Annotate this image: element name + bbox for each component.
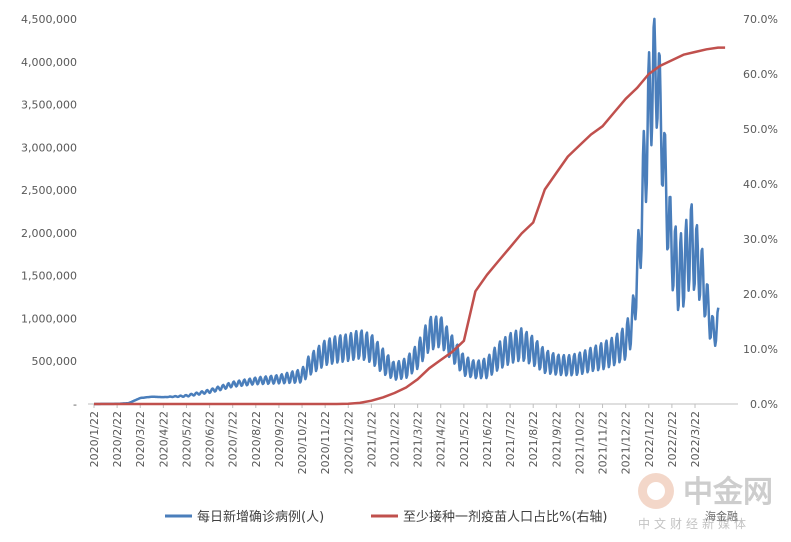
y-right-tick-label: 40.0%: [743, 178, 778, 191]
watermark-title: 中金网: [683, 475, 773, 510]
y-right-tick-label: 70.0%: [743, 13, 778, 26]
legend-label-cases: 每日新增确诊病例(人): [197, 509, 324, 525]
watermark-overlay: 海金融: [705, 509, 738, 523]
x-tick-label: 2020/10/22: [296, 411, 309, 474]
y-right-tick-label: 0.0%: [750, 398, 778, 411]
y-left-tick-label: 2,500,000: [21, 184, 77, 197]
watermark-subtitle: 中文财经新媒体: [638, 516, 750, 531]
y-left-tick-label: 2,000,000: [21, 227, 77, 240]
x-tick-label: 2021/1/22: [365, 411, 378, 467]
y-left-tick-label: 1,500,000: [21, 270, 77, 283]
x-tick-label: 2021/9/22: [550, 411, 563, 467]
x-tick-label: 2021/11/22: [597, 411, 610, 474]
y-left-tick-label: 3,000,000: [21, 141, 77, 154]
x-tick-label: 2021/3/22: [412, 411, 425, 467]
x-tick-label: 2021/4/22: [435, 411, 448, 467]
x-tick-label: 2021/8/22: [527, 411, 540, 467]
series-line-cases: [93, 17, 720, 406]
y-right-tick-label: 60.0%: [743, 68, 778, 81]
series-line-vaccination: [94, 46, 726, 406]
x-tick-label: 2020/12/22: [342, 411, 355, 474]
y-right-tick-label: 20.0%: [743, 288, 778, 301]
axes: - 500,000 1,000,000 1,500,000 2,000,000 2,500…: [21, 13, 778, 474]
x-tick-label: 2021/7/22: [504, 411, 517, 467]
x-tick-label: 2020/9/22: [273, 411, 286, 467]
y-left-tick-label: 1,000,000: [21, 312, 77, 325]
x-tick-label: 2021/6/22: [481, 411, 494, 467]
legend: 每日新增确诊病例(人) 至少接种一剂疫苗人口占比%(右轴): [165, 509, 608, 525]
x-tick-label: 2020/8/22: [250, 411, 263, 467]
x-tick-label: 2020/2/22: [111, 411, 124, 467]
x-tick-label: 2021/2/22: [389, 411, 402, 467]
y-right-tick-label: 50.0%: [743, 123, 778, 136]
y-right-tick-label: 10.0%: [743, 343, 778, 356]
x-tick-label: 2021/12/22: [620, 411, 633, 474]
watermark: 中金网 中文财经新媒体 海金融: [638, 473, 773, 531]
y-left-tick-label: 4,500,000: [21, 13, 77, 26]
series-layer: [93, 17, 726, 406]
x-tick-label: 2022/1/22: [643, 411, 656, 467]
x-tick-label: 2020/11/22: [319, 411, 332, 474]
x-tick-label: 2022/2/22: [666, 411, 679, 467]
x-tick-label: 2020/4/22: [157, 411, 170, 467]
y-left-tick-label: 4,000,000: [21, 56, 77, 69]
x-tick-label: 2020/5/22: [180, 411, 193, 467]
legend-label-vaccination: 至少接种一剂疫苗人口占比%(右轴): [403, 509, 608, 525]
x-tick-label: 2022/3/22: [689, 411, 702, 467]
x-tick-label: 2021/5/22: [458, 411, 471, 467]
y-right-tick-label: 30.0%: [743, 233, 778, 246]
x-tick-label: 2020/7/22: [227, 411, 240, 467]
y-left-tick-label: 500,000: [32, 355, 78, 368]
watermark-logo-inner-icon: [647, 482, 665, 500]
y-left-tick-label: 3,500,000: [21, 99, 77, 112]
x-tick-label: 2021/10/22: [573, 411, 586, 474]
x-tick-label: 2020/3/22: [134, 411, 147, 467]
y-left-tick-label: -: [73, 398, 77, 411]
x-tick-label: 2020/6/22: [204, 411, 217, 467]
x-tick-label: 2020/1/22: [88, 411, 101, 467]
